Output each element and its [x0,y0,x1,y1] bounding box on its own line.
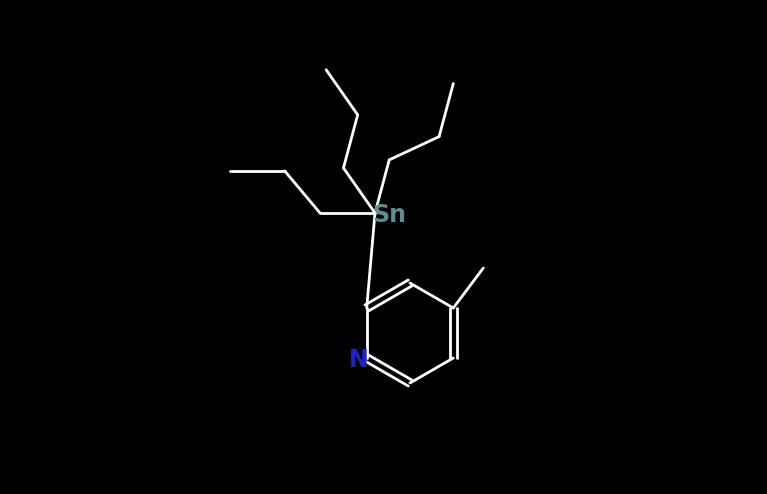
Text: Sn: Sn [372,203,406,227]
Text: N: N [349,348,369,372]
